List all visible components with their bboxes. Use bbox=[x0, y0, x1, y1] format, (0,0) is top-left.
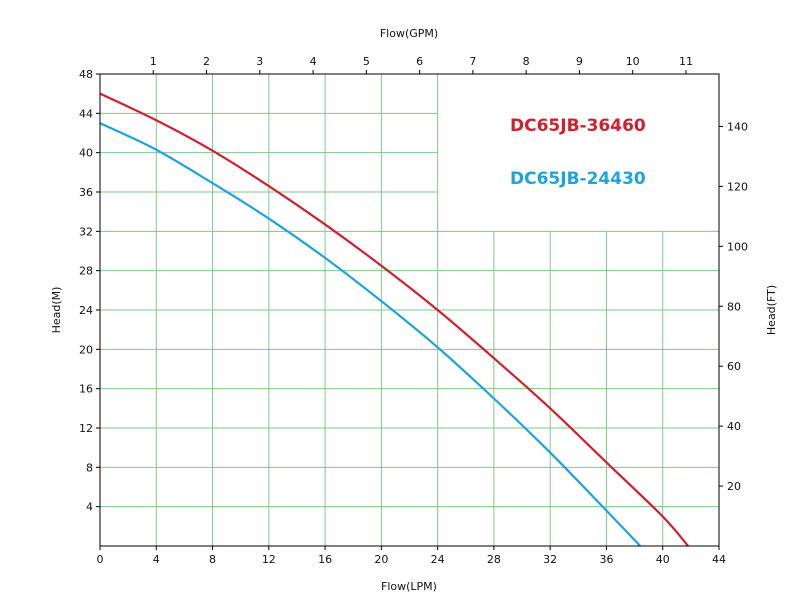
tick-label: 5 bbox=[363, 55, 370, 68]
tick-label: 40 bbox=[656, 553, 670, 566]
series-lines bbox=[99, 92, 689, 547]
tick-label: 28 bbox=[487, 553, 501, 566]
tick-label: 4 bbox=[86, 501, 93, 514]
y-axis-label-right: Head(FT) bbox=[765, 285, 778, 335]
legend-entry: DC65JB-24430 bbox=[510, 169, 646, 189]
tick-label: 9 bbox=[576, 55, 583, 68]
tick-label: 16 bbox=[79, 383, 93, 396]
tick-label: 40 bbox=[727, 420, 741, 433]
tick-label: 80 bbox=[727, 300, 741, 313]
tick-label: 11 bbox=[679, 55, 693, 68]
tick-label: 32 bbox=[79, 225, 93, 238]
tick-label: 36 bbox=[599, 553, 613, 566]
grid-lines bbox=[100, 74, 719, 546]
series-line bbox=[99, 92, 689, 547]
tick-label: 140 bbox=[727, 120, 748, 133]
series-line bbox=[99, 122, 642, 547]
tick-label: 40 bbox=[79, 147, 93, 160]
tick-label: 2 bbox=[203, 55, 210, 68]
tick-label: 28 bbox=[79, 265, 93, 278]
tick-label: 24 bbox=[79, 304, 93, 317]
tick-label: 120 bbox=[727, 180, 748, 193]
legend: DC65JB-36460 DC65JB-24430 bbox=[510, 116, 646, 189]
tick-label: 8 bbox=[209, 553, 216, 566]
tick-label: 16 bbox=[318, 553, 332, 566]
tick-label: 24 bbox=[431, 553, 445, 566]
tick-label: 100 bbox=[727, 240, 748, 253]
tick-label: 20 bbox=[79, 343, 93, 356]
tick-label: 4 bbox=[153, 553, 160, 566]
tick-label: 10 bbox=[626, 55, 640, 68]
x-axis-label-top: Flow(GPM) bbox=[380, 27, 438, 40]
tick-label: 12 bbox=[262, 553, 276, 566]
tick-label: 48 bbox=[79, 68, 93, 81]
tick-label: 44 bbox=[712, 553, 726, 566]
tick-label: 8 bbox=[86, 461, 93, 474]
tick-label: 3 bbox=[256, 55, 263, 68]
tick-label: 60 bbox=[727, 360, 741, 373]
tick-label: 1 bbox=[150, 55, 157, 68]
tick-label: 0 bbox=[97, 553, 104, 566]
tick-label: 36 bbox=[79, 186, 93, 199]
legend-entry: DC65JB-36460 bbox=[510, 116, 646, 136]
tick-label: 6 bbox=[416, 55, 423, 68]
y-axis-label-left: Head(M) bbox=[50, 287, 63, 334]
x-axis-label-bottom: Flow(LPM) bbox=[381, 580, 437, 593]
tick-label: 20 bbox=[374, 553, 388, 566]
axis-ticks: 0 4 8 12 16 20 24 28 32 36 40 444812162024283236404… bbox=[79, 55, 748, 566]
tick-label: 12 bbox=[79, 422, 93, 435]
tick-label: 7 bbox=[469, 55, 476, 68]
tick-label: 8 bbox=[523, 55, 530, 68]
tick-label: 44 bbox=[79, 107, 93, 120]
tick-label: 32 bbox=[543, 553, 557, 566]
tick-label: 4 bbox=[310, 55, 317, 68]
tick-label: 20 bbox=[727, 480, 741, 493]
